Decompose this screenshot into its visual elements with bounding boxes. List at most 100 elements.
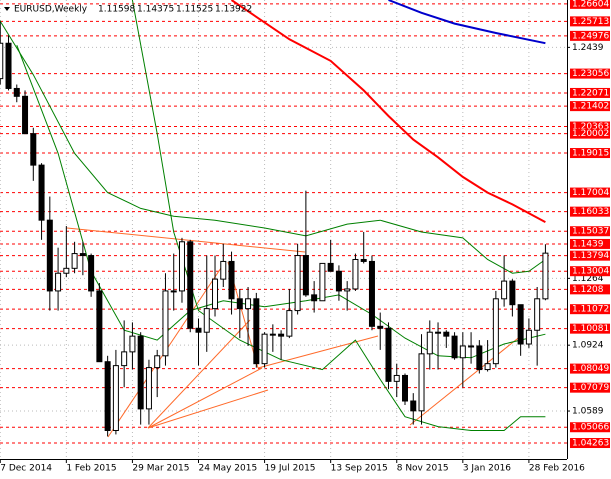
level-label-box (570, 206, 610, 217)
x-tick-label: 8 Nov 2015 (397, 464, 449, 474)
x-tick-label: 29 Mar 2015 (132, 464, 189, 474)
candle-body (187, 241, 194, 329)
candle-body (327, 262, 334, 272)
candle-body (278, 333, 285, 337)
x-tick-label: 3 Jan 2016 (463, 464, 511, 474)
level-label-box (570, 87, 610, 98)
level-label: 1.07079 (572, 383, 609, 393)
candle-body (459, 345, 466, 359)
header-close: 1.13922 (215, 5, 252, 15)
level-label: 1.13794 (572, 251, 609, 261)
candle-body (13, 87, 20, 97)
candle-body (509, 280, 516, 306)
axis-layer: 1.2439 1.1264 1.0924 1.0589 1.26604 1.25713 1.… (567, 0, 610, 449)
candle-body (501, 280, 508, 300)
candle-body (542, 252, 549, 300)
level-label-box (570, 0, 610, 9)
level-label: 1.25713 (572, 17, 609, 27)
candle-body (360, 258, 367, 262)
level-label: 1.10081 (572, 324, 609, 334)
symbol: EURUSD,Weekly (14, 5, 88, 15)
candle-body (71, 253, 78, 269)
level-label-box (570, 101, 610, 112)
candle-body (236, 298, 243, 310)
candle-body (269, 333, 276, 336)
candle-body (88, 255, 95, 292)
candle-body (170, 290, 177, 293)
candle-body (245, 298, 252, 310)
level-label: 1.05066 (572, 423, 609, 433)
candle-body (121, 351, 128, 367)
candle-body (393, 374, 400, 382)
candle-body (212, 278, 219, 310)
candle-body (30, 133, 37, 166)
level-label-box (570, 16, 610, 27)
dropdown-icon[interactable] (4, 7, 10, 11)
candle-body (63, 267, 70, 274)
level-label-box (570, 382, 610, 393)
candle-body (112, 365, 119, 431)
level-label: 1.21402 (572, 102, 609, 112)
level-label-box (570, 363, 610, 374)
candle-body (517, 304, 524, 345)
candle-body (162, 290, 169, 357)
candle-body (145, 367, 152, 410)
level-label-box (570, 121, 610, 132)
candle-body (38, 164, 45, 221)
level-label: 1.24976 (572, 31, 609, 41)
candle-body (129, 335, 136, 353)
header-high: 1.14375 (137, 5, 174, 15)
level-label-box (570, 323, 610, 334)
candle-body (311, 294, 318, 302)
y-tick-label: 1.0589 (572, 407, 604, 417)
y-tick-label: 1.0924 (572, 341, 604, 351)
candle-body (55, 272, 62, 292)
candle-body (368, 260, 375, 327)
level-label-box (570, 148, 610, 159)
candle-body (377, 325, 384, 329)
candle-body (22, 95, 29, 135)
level-label-box (570, 438, 610, 449)
candle-body (104, 361, 111, 431)
level-label: 1.20363 (572, 122, 609, 132)
candle-body (220, 260, 227, 280)
candle-body (484, 363, 491, 371)
candle-body (96, 290, 103, 363)
level-label: 1.11072 (572, 305, 609, 315)
candle-body (195, 327, 202, 333)
candle-body (426, 331, 433, 355)
level-label: 1.22071 (572, 88, 609, 98)
x-tick-label: 7 Dec 2014 (0, 464, 52, 474)
y-tick-label: 1.2439 (572, 43, 604, 53)
level-label: 1.23056 (572, 69, 609, 79)
level-label: 1.13004 (572, 267, 609, 277)
candle-body (402, 374, 408, 402)
level-label-box (570, 250, 610, 261)
level-label: 1.1439 (572, 239, 604, 249)
x-tick-label: 19 Jul 2015 (265, 464, 316, 474)
candle-body (302, 255, 309, 296)
level-label-box (570, 30, 610, 41)
candle-body (352, 258, 359, 290)
x-tick-label: 1 Feb 2015 (66, 464, 116, 474)
marks-layer (0, 0, 549, 438)
indicator-line (388, 0, 546, 45)
candle-body (46, 219, 53, 292)
level-label: 1.1208 (572, 285, 604, 295)
candle-body (137, 335, 144, 410)
candle-body (79, 253, 86, 257)
level-label: 1.08049 (572, 364, 609, 374)
candle-body (443, 331, 450, 337)
candle-body (228, 260, 235, 300)
candle-body (435, 331, 442, 334)
candle-body (261, 333, 268, 365)
header-open: 1.11598 (98, 5, 135, 15)
trendline (257, 335, 379, 369)
candle-body (344, 288, 351, 292)
header-low: 1.11525 (176, 5, 213, 15)
candle-body (492, 298, 499, 365)
level-label-box (570, 68, 610, 79)
level-label: 1.26604 (572, 0, 609, 9)
candle-body (294, 255, 301, 312)
